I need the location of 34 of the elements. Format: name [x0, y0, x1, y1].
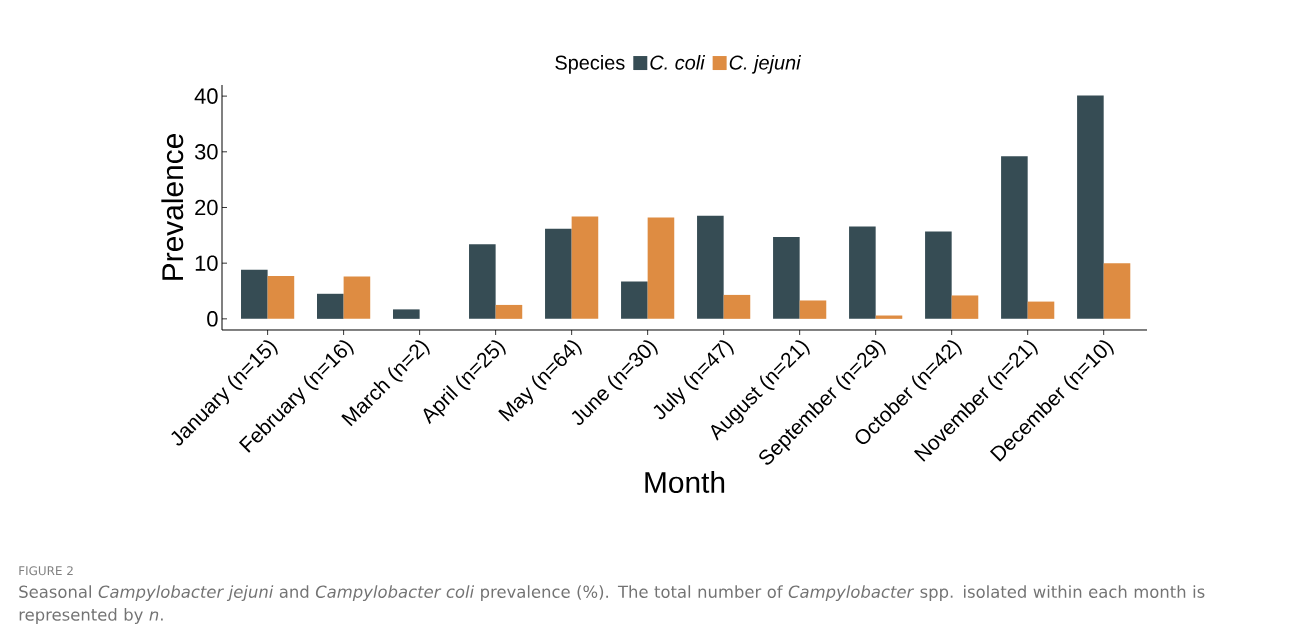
- x-axis-title: Month: [645, 471, 725, 494]
- y-tick-label: 0: [207, 311, 218, 327]
- legend-label: C. coli: [650, 55, 706, 70]
- y-axis-title: Prevalence: [161, 134, 184, 280]
- legend-title: Species: [555, 55, 625, 74]
- caption: FIGURE 2: [19, 566, 73, 576]
- y-tick-label: 40: [194, 88, 218, 104]
- bar: [469, 244, 496, 319]
- bar: [1027, 301, 1055, 319]
- bar: [317, 293, 344, 319]
- bar: [849, 226, 876, 319]
- bar: [393, 309, 420, 319]
- bar: [545, 228, 572, 319]
- bar: [241, 269, 268, 319]
- y-tick-label: 30: [194, 144, 218, 160]
- text: Seasonal Campylobacter jejuni and Campylobacter coli prevalence (%). The total number of Campylobacter spp. isolated within each month is represented by n.: [19, 585, 1205, 625]
- bar: [697, 215, 724, 319]
- bar: [723, 294, 751, 319]
- bar: [951, 295, 979, 319]
- bar: [343, 276, 371, 319]
- bar: [925, 231, 952, 319]
- bar: [571, 216, 599, 319]
- y-tick-label: 10: [195, 255, 218, 271]
- bar: [1077, 95, 1104, 319]
- legend-label: C. jejuni: [729, 55, 802, 74]
- bar: [647, 217, 675, 319]
- bar: [267, 275, 295, 319]
- bar: [1103, 263, 1131, 319]
- bar: [1001, 156, 1028, 319]
- y-tick-label: 20: [195, 199, 218, 216]
- bar: [621, 281, 648, 319]
- bar: [495, 304, 523, 319]
- bar: [799, 300, 827, 319]
- bar: [773, 237, 800, 319]
